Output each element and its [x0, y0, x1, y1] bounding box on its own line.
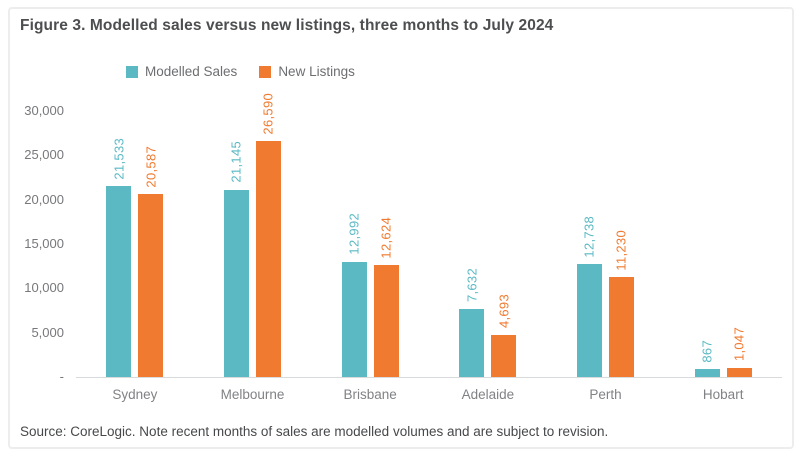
y-tick-label: 20,000 — [24, 191, 64, 207]
bar-wrap: 4,693 — [491, 112, 517, 377]
bar-new-listings-brisbane — [373, 265, 399, 377]
x-axis-label-melbourne: Melbourne — [220, 387, 285, 402]
y-tick-label: 10,000 — [24, 280, 64, 296]
bar-wrap: 26,590 — [255, 93, 281, 377]
bar-group-perth: 12,738 11,230 — [576, 112, 634, 377]
chart-title: Figure 3. Modelled sales versus new list… — [20, 17, 554, 34]
figure-container: Figure 3. Modelled sales versus new list… — [8, 7, 794, 449]
plot-area: 21,533 20,587 21,145 26,590 12,992 12,624 7,63… — [24, 93, 782, 384]
bar-group-adelaide: 7,632 4,693 — [459, 112, 517, 377]
bar-wrap: 21,533 — [106, 112, 132, 377]
x-axis-label-brisbane: Brisbane — [343, 387, 397, 402]
bar-value-label: 11,230 — [613, 229, 629, 271]
source-note: Source: CoreLogic. Note recent months of… — [20, 424, 609, 439]
bar-wrap: 11,230 — [608, 112, 634, 377]
bar-value-label: 4,693 — [496, 294, 512, 329]
modelled-sales-swatch-icon — [126, 65, 138, 78]
bar-group-sydney: 21,533 20,587 — [106, 112, 164, 377]
bar-group-melbourne: 21,145 26,590 — [223, 93, 281, 377]
bar-modelled-sales-adelaide — [459, 309, 485, 377]
bar-wrap: 12,992 — [341, 112, 367, 377]
bar-modelled-sales-brisbane — [341, 261, 367, 377]
bar-value-label: 12,992 — [346, 213, 362, 255]
x-axis-label-sydney: Sydney — [112, 387, 158, 402]
bar-new-listings-sydney — [138, 194, 164, 377]
bar-group-hobart: 867 1,047 — [694, 112, 752, 377]
bar-wrap: 7,632 — [459, 112, 485, 377]
bar-wrap: 12,738 — [576, 112, 602, 377]
bar-value-label: 12,738 — [581, 215, 597, 258]
bar-new-listings-hobart — [726, 367, 752, 377]
bar-value-label: 26,590 — [260, 92, 276, 135]
bar-wrap: 1,047 — [726, 112, 752, 377]
bar-group-brisbane: 12,992 12,624 — [341, 112, 399, 377]
y-tick-label: 5,000 — [31, 324, 64, 340]
legend-item-new-listings: New Listings — [259, 64, 355, 79]
bar-new-listings-perth — [608, 277, 634, 377]
legend-item-modelled-sales: Modelled Sales — [126, 64, 237, 79]
bar-modelled-sales-perth — [576, 264, 602, 377]
bar-value-label: 21,533 — [111, 137, 127, 180]
bar-value-label: 7,632 — [464, 268, 480, 303]
chart-legend: Modelled Sales New Listings — [126, 64, 355, 79]
bar-wrap: 12,624 — [373, 112, 399, 377]
bar-wrap: 867 — [694, 112, 720, 377]
bar-groups: 21,533 20,587 21,145 26,590 12,992 12,624 7,63… — [76, 93, 782, 377]
bar-value-label: 867 — [699, 339, 715, 363]
legend-label-modelled-sales: Modelled Sales — [145, 64, 238, 79]
bar-wrap: 20,587 — [138, 112, 164, 377]
bar-value-label: 21,145 — [228, 140, 244, 183]
y-tick-label: - — [59, 369, 64, 384]
bar-value-label: 1,047 — [731, 326, 747, 361]
legend-label-new-listings: New Listings — [278, 64, 355, 79]
x-axis-label-perth: Perth — [589, 387, 622, 402]
y-tick-label: 30,000 — [24, 103, 64, 118]
bar-modelled-sales-hobart — [694, 369, 720, 377]
new-listings-swatch-icon — [259, 65, 272, 78]
bar-modelled-sales-sydney — [106, 186, 132, 377]
bar-modelled-sales-melbourne — [223, 189, 249, 377]
y-tick-label: 25,000 — [24, 147, 64, 163]
bar-new-listings-melbourne — [255, 141, 281, 377]
bar-value-label: 20,587 — [143, 145, 159, 188]
x-axis-label-adelaide: Adelaide — [461, 387, 515, 402]
y-tick-label: 15,000 — [24, 236, 64, 251]
bar-value-label: 12,624 — [378, 216, 394, 259]
x-axis-labels: Sydney Melbourne Brisbane Adelaide Perth Hoba… — [76, 387, 782, 402]
x-axis-label-hobart: Hobart — [702, 387, 744, 402]
bar-wrap: 21,145 — [223, 112, 249, 377]
bar-new-listings-adelaide — [491, 335, 517, 377]
